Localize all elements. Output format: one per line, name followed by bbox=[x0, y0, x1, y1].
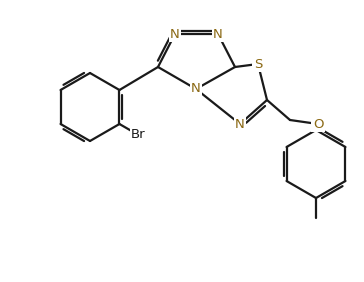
Text: O: O bbox=[313, 118, 323, 131]
Text: S: S bbox=[254, 58, 262, 70]
Text: N: N bbox=[235, 118, 245, 131]
Text: N: N bbox=[191, 83, 201, 96]
Text: N: N bbox=[213, 28, 223, 41]
Text: N: N bbox=[170, 28, 180, 41]
Text: Br: Br bbox=[131, 129, 146, 142]
